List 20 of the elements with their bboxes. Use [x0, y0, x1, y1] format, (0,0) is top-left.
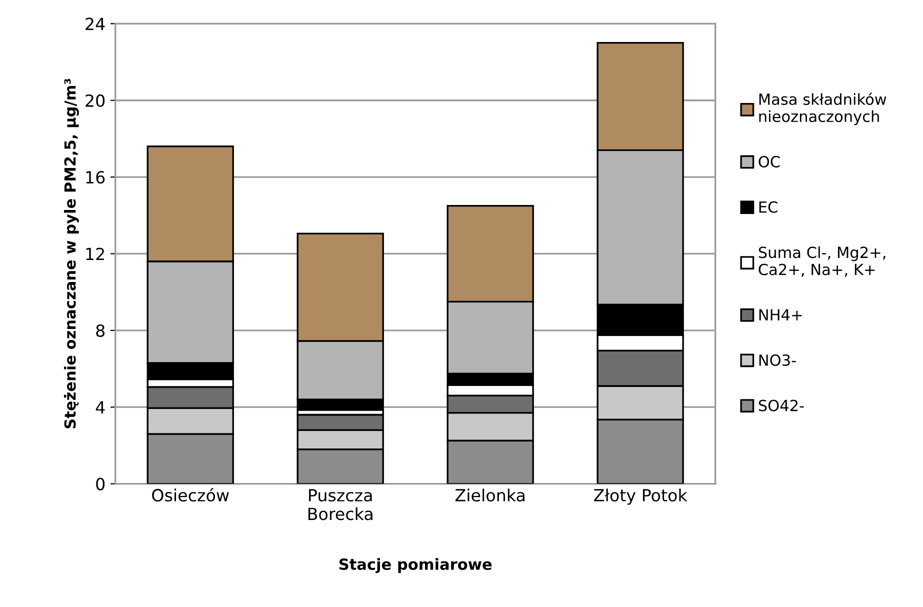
- x-tick-label: Puszcza Borecka: [308, 489, 372, 520]
- x-axis-title: Stacje pomiarowe: [339, 558, 492, 574]
- y-tick-label: 24: [86, 18, 105, 30]
- legend-label: NH4+: [759, 309, 802, 320]
- legend-label: EC: [759, 201, 778, 213]
- y-tick-label: 12: [86, 248, 104, 260]
- legend-label: NO3-: [759, 354, 796, 366]
- legend-label: Suma Cl-, Mg2+, Ca2+, Na+, K+: [758, 246, 886, 277]
- x-tick-label: Złoty Potok: [594, 488, 688, 505]
- y-tick-label: 0: [96, 478, 105, 490]
- legend-label: OC: [758, 156, 780, 168]
- x-tick-label: Zielonka: [455, 488, 524, 502]
- y-tick-label: 20: [86, 94, 105, 107]
- y-tick-label: 8: [96, 324, 105, 337]
- legend-label: SO42-: [758, 400, 804, 412]
- y-tick-label: 4: [96, 401, 105, 414]
- y-tick-label: 16: [86, 171, 105, 184]
- y-axis-title: Stężenie oznaczane w pyle PM2,5, µg/m³: [64, 78, 79, 428]
- legend-label: Masa składników nieoznaczonych: [759, 92, 886, 126]
- x-tick-label: Osieczów: [152, 488, 229, 502]
